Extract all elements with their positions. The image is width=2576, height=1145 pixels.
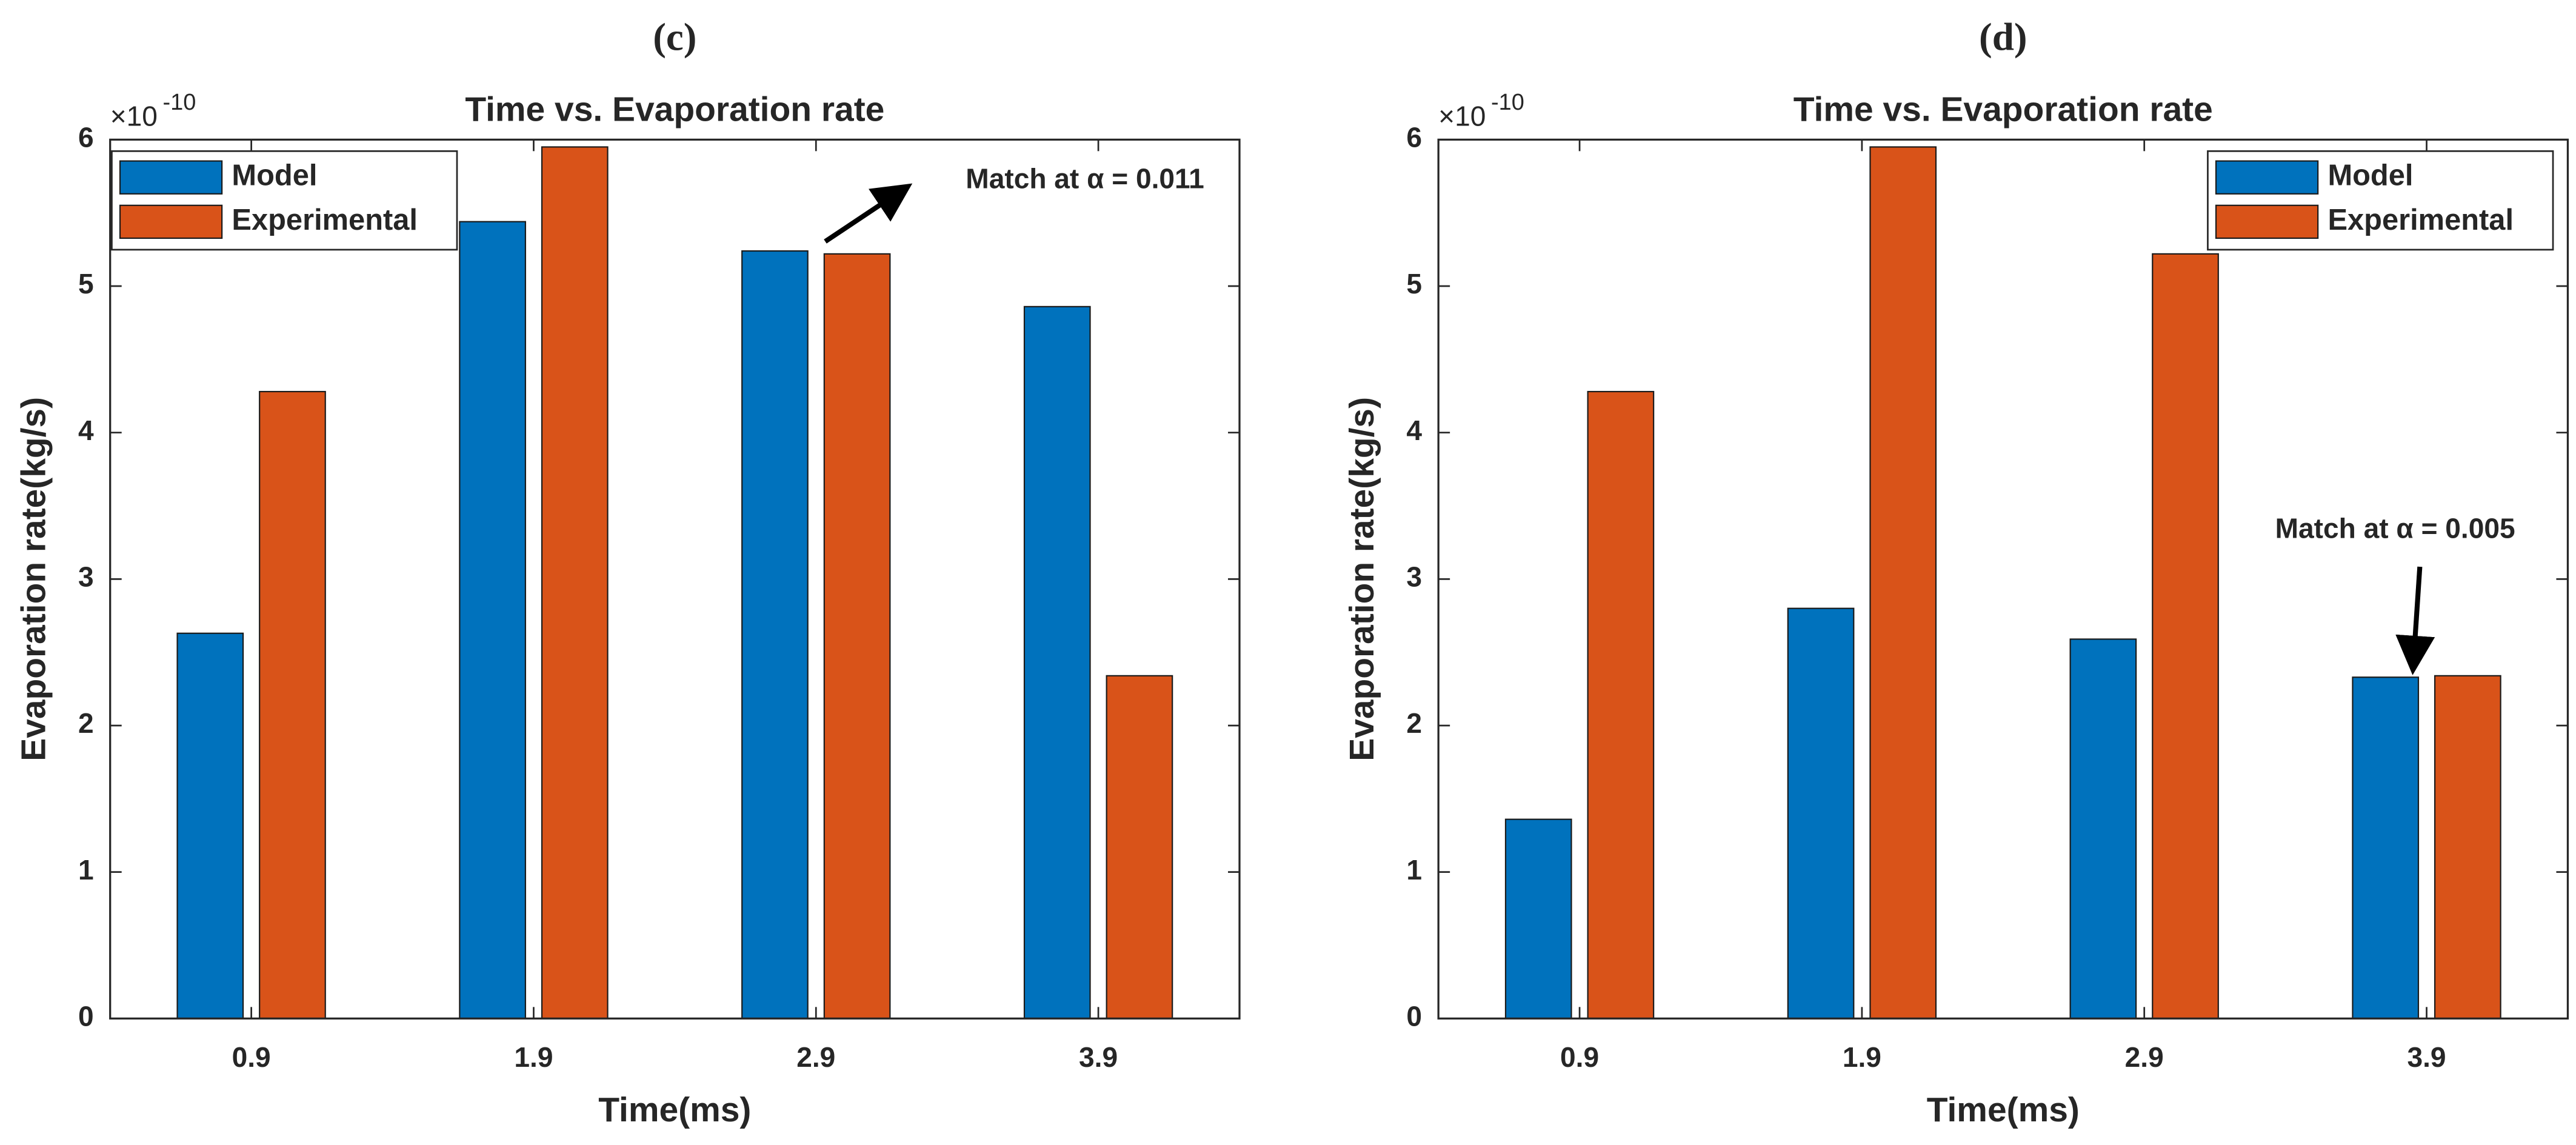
chart-title: Time vs. Evaporation rate bbox=[465, 90, 884, 129]
y-tick-label: 4 bbox=[78, 415, 94, 446]
bar bbox=[2352, 676, 2420, 1020]
legend-swatch bbox=[2215, 204, 2319, 239]
bar bbox=[2069, 638, 2137, 1020]
legend-swatch bbox=[119, 160, 223, 195]
y-axis-label: Evaporation rate(kg/s) bbox=[1343, 397, 1381, 761]
x-tick-label: 2.9 bbox=[796, 1041, 835, 1073]
bar bbox=[2434, 675, 2501, 1020]
bar bbox=[459, 221, 526, 1020]
y-multiplier: ×10 bbox=[110, 100, 158, 132]
legend-label: Model bbox=[2327, 159, 2413, 192]
annotation: Match at α = 0.011 bbox=[966, 162, 1204, 194]
x-tick-label: 1.9 bbox=[1843, 1041, 1881, 1073]
y-multiplier-exponent: -10 bbox=[163, 90, 196, 115]
x-tick-label: 0.9 bbox=[1560, 1041, 1599, 1073]
y-multiplier: ×10 bbox=[1438, 100, 1486, 132]
x-tick-label: 3.9 bbox=[1079, 1041, 1118, 1073]
y-tick-label: 4 bbox=[1406, 415, 1422, 446]
x-tick-label: 0.9 bbox=[232, 1041, 271, 1073]
legend-label: Model bbox=[232, 159, 317, 192]
axes-box bbox=[109, 138, 1241, 1020]
x-axis-label: Time(ms) bbox=[1927, 1090, 2080, 1129]
legend-label: Experimental bbox=[232, 204, 418, 236]
y-tick-label: 1 bbox=[78, 854, 94, 886]
bar bbox=[1869, 146, 1937, 1020]
y-multiplier-exponent: -10 bbox=[1491, 90, 1524, 115]
y-tick-label: 3 bbox=[78, 561, 94, 593]
chart-title: Time vs. Evaporation rate bbox=[1794, 90, 2213, 129]
legend-label: Experimental bbox=[2327, 204, 2514, 236]
x-tick-label: 3.9 bbox=[2407, 1041, 2446, 1073]
y-tick-label: 0 bbox=[78, 1000, 94, 1032]
legend-swatch bbox=[119, 204, 223, 239]
bar bbox=[1023, 305, 1091, 1020]
panel-label: (c) bbox=[653, 16, 696, 59]
bar bbox=[2152, 253, 2219, 1020]
bar bbox=[741, 250, 809, 1020]
x-tick-label: 2.9 bbox=[2125, 1041, 2164, 1073]
annotation-arrow bbox=[824, 183, 913, 244]
bar bbox=[259, 390, 326, 1020]
y-tick-label: 6 bbox=[1406, 122, 1422, 153]
y-tick-label: 2 bbox=[78, 707, 94, 739]
panel-label: (d) bbox=[1979, 16, 2027, 59]
bar bbox=[1587, 390, 1655, 1020]
y-tick-label: 2 bbox=[1406, 707, 1422, 739]
y-axis-label: Evaporation rate(kg/s) bbox=[15, 397, 53, 761]
bar bbox=[1787, 607, 1855, 1020]
bar bbox=[1106, 675, 1173, 1020]
x-axis-label: Time(ms) bbox=[598, 1090, 751, 1129]
annotation-arrow bbox=[2395, 566, 2435, 675]
bar bbox=[541, 146, 609, 1020]
y-tick-label: 0 bbox=[1406, 1000, 1422, 1032]
y-tick-label: 5 bbox=[78, 268, 94, 299]
y-tick-label: 3 bbox=[1406, 561, 1422, 593]
y-tick-label: 5 bbox=[1406, 268, 1422, 299]
bar bbox=[1504, 818, 1572, 1020]
bar bbox=[823, 253, 891, 1020]
y-tick-label: 1 bbox=[1406, 854, 1422, 886]
x-tick-label: 1.9 bbox=[514, 1041, 553, 1073]
annotation: Match at α = 0.005 bbox=[2275, 513, 2515, 544]
bar bbox=[176, 632, 244, 1020]
legend-swatch bbox=[2215, 160, 2319, 195]
y-tick-label: 6 bbox=[78, 122, 94, 153]
axes-box bbox=[1437, 138, 2569, 1020]
